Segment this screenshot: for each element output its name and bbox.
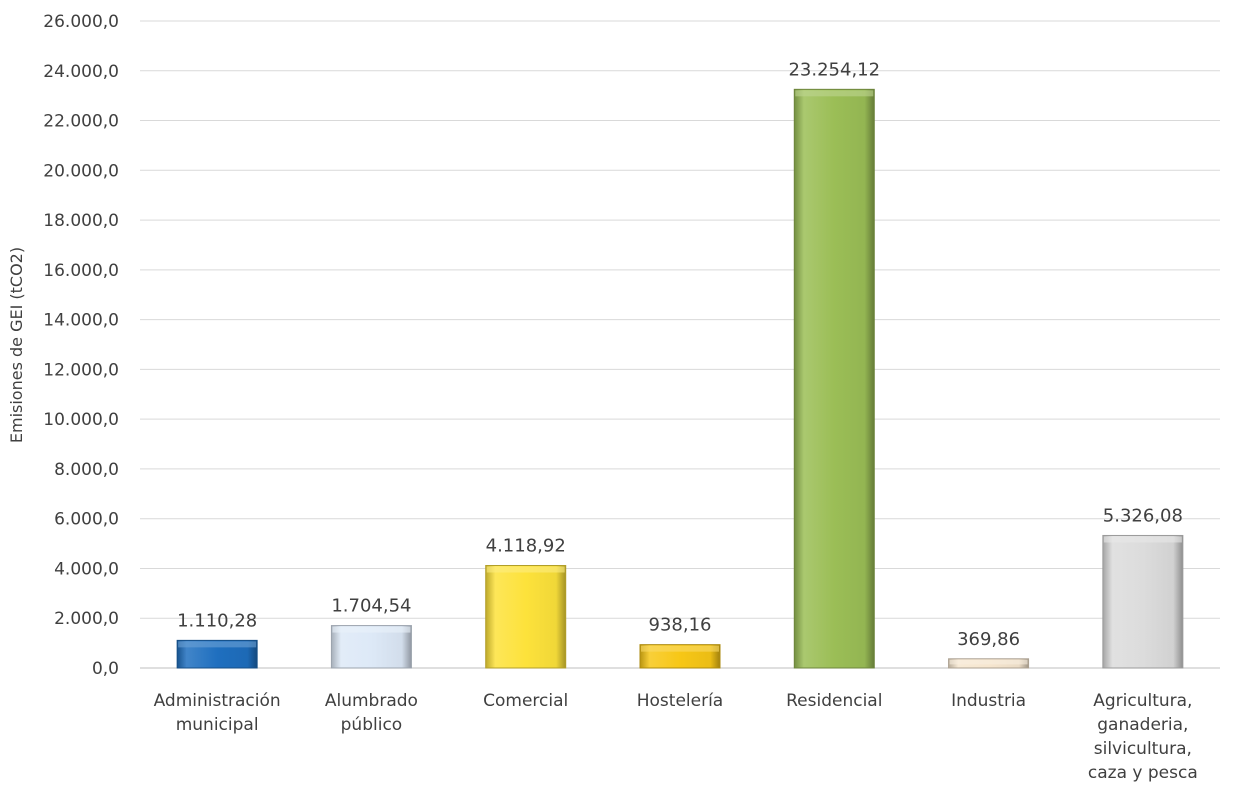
- y-tick-label: 4.000,0: [54, 559, 119, 579]
- bar-bevel: [795, 90, 874, 97]
- data-label: 1.704,54: [331, 596, 411, 617]
- y-tick-label: 2.000,0: [54, 609, 119, 629]
- bar: [1102, 534, 1184, 669]
- y-tick-label: 18.000,0: [43, 211, 119, 231]
- y-tick-label: 0,0: [92, 659, 119, 679]
- bar-body: [330, 625, 412, 669]
- x-category-label: Comercial: [483, 691, 568, 711]
- data-labels: 1.110,28 1.704,54 4.118,92 938,16 23.254,12 3…: [177, 59, 1183, 649]
- bar-body: [485, 565, 567, 669]
- bar: [485, 565, 567, 669]
- y-tick-label: 24.000,0: [43, 62, 119, 82]
- bar: [639, 644, 721, 669]
- y-tick-label: 14.000,0: [43, 311, 119, 331]
- y-tick-label: 20.000,0: [43, 161, 119, 181]
- x-category-label: Industria: [951, 691, 1026, 711]
- bar: [330, 625, 412, 669]
- y-tick-label: 8.000,0: [54, 460, 119, 480]
- bar-bevel: [332, 626, 411, 633]
- data-label: 938,16: [649, 615, 712, 636]
- bar: [948, 658, 1030, 669]
- x-category-label: Hostelería: [637, 691, 723, 711]
- x-category-label: Agricultura, ganaderia, silvicultura, caza …: [1088, 691, 1198, 783]
- data-label: 1.110,28: [177, 610, 257, 631]
- x-category-label: Administración municipal: [154, 691, 281, 735]
- bar-bevel: [641, 645, 719, 652]
- y-tick-label: 26.000,0: [43, 12, 119, 32]
- bar-body: [793, 88, 875, 669]
- bar-body: [1102, 534, 1184, 669]
- bar: [176, 639, 258, 669]
- data-label: 4.118,92: [486, 536, 566, 557]
- bar: [793, 88, 875, 669]
- x-category-label: Residencial: [786, 691, 882, 711]
- x-category-label: Alumbrado público: [325, 691, 418, 735]
- bar-bevel: [486, 566, 565, 573]
- data-label: 23.254,12: [788, 59, 880, 80]
- data-label: 5.326,08: [1103, 505, 1183, 526]
- gridlines: [140, 20, 1220, 669]
- bar-bevel: [1103, 536, 1182, 543]
- bar-bevel: [949, 659, 1028, 665]
- data-label: 369,86: [957, 629, 1020, 650]
- bar-bevel: [178, 641, 257, 648]
- y-tick-label: 6.000,0: [54, 510, 119, 530]
- y-tick-label: 10.000,0: [43, 410, 119, 430]
- bars: [176, 88, 1184, 669]
- y-axis-title: Emisiones de GEI (tCO2): [7, 247, 26, 443]
- y-tick-label: 16.000,0: [43, 261, 119, 281]
- y-tick-label: 12.000,0: [43, 360, 119, 380]
- y-tick-label: 22.000,0: [43, 112, 119, 132]
- y-axis-ticks: 0,0 2.000,0 4.000,0 6.000,0 8.000,0 10.000,0 1…: [43, 12, 119, 679]
- x-axis-categories: Administración municipal Alumbrado público C…: [154, 691, 1198, 783]
